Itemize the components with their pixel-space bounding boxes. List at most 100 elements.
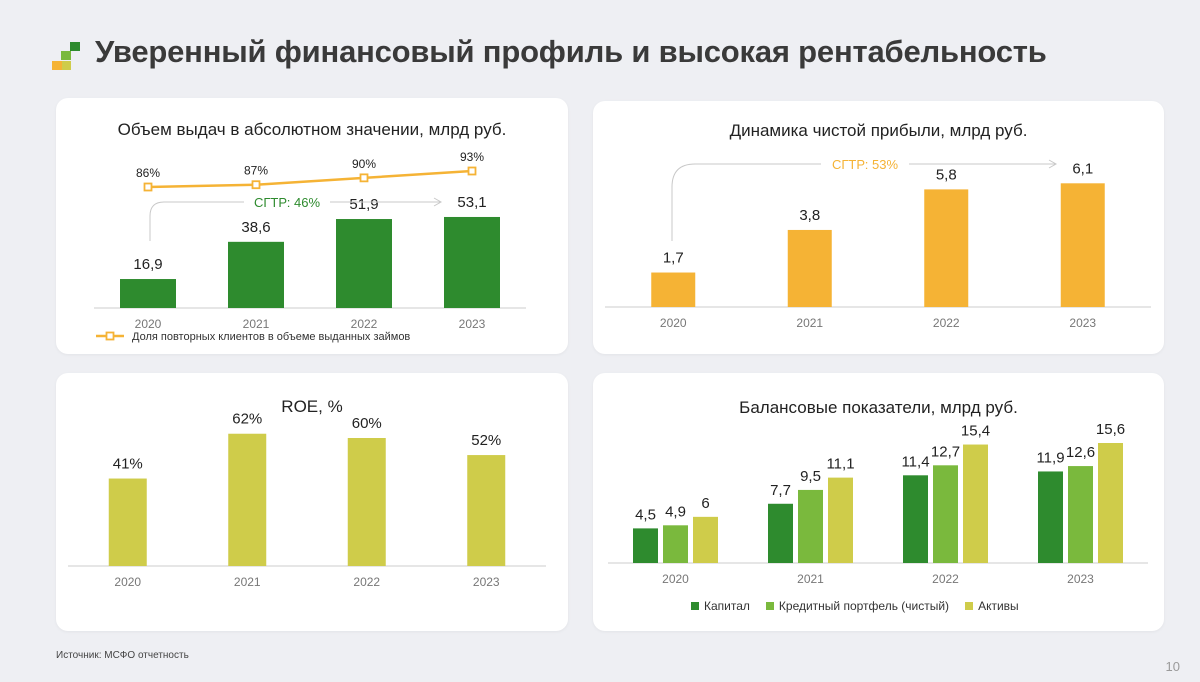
data-label: 38,6 — [241, 219, 270, 236]
bar — [828, 477, 853, 563]
cagr-label-bg — [244, 194, 330, 210]
x-tick-label: 2023 — [473, 575, 500, 589]
bar — [768, 503, 793, 563]
cagr-arrow-line — [149, 201, 440, 241]
page-number: 10 — [1165, 659, 1180, 674]
x-tick-label: 2020 — [660, 316, 687, 330]
data-label: 11,9 — [1036, 449, 1064, 466]
x-tick-label: 2022 — [351, 317, 378, 331]
x-tick-label: 2020 — [662, 572, 689, 586]
bar — [108, 478, 147, 566]
bar — [693, 516, 718, 563]
roe-chart: 2020 41% 2021 62% 2022 60% 2023 52% — [68, 411, 546, 589]
data-label: 12,6 — [1066, 444, 1095, 461]
bar — [663, 525, 688, 563]
cagr-arrow-head — [1048, 159, 1058, 169]
x-tick-label: 2023 — [1069, 316, 1096, 330]
bar — [120, 279, 176, 308]
x-tick-label: 2022 — [933, 316, 960, 330]
legend-label: Доля повторных клиентов в объеме выданны… — [132, 331, 410, 343]
bar — [924, 189, 969, 307]
data-label: 53,1 — [457, 194, 486, 211]
repeat-share-marker — [251, 180, 261, 190]
data-label: 4,5 — [635, 506, 656, 523]
data-label: 16,9 — [133, 256, 162, 273]
x-tick-label: 2023 — [459, 317, 486, 331]
bar — [1098, 443, 1123, 563]
x-tick-label: 2021 — [797, 572, 824, 586]
net-profit-chart: 2020 1,7 2021 3,8 2022 5,8 2023 6,1 СГТР: 53% — [605, 156, 1151, 330]
data-label: 9,5 — [800, 468, 821, 485]
data-label: 15,6 — [1096, 421, 1125, 438]
cagr-label: СГТР: 53% — [832, 157, 898, 172]
page-title: Уверенный финансовый профиль и высокая р… — [95, 34, 1047, 69]
data-label: 1,7 — [663, 250, 684, 267]
company-logo — [52, 42, 80, 70]
cagr-label-bg — [821, 156, 909, 172]
source-note: Источник: МСФО отчетность — [56, 650, 189, 661]
legend-item-assets: Активы — [965, 599, 1019, 613]
bar — [787, 229, 832, 307]
data-label: 6 — [701, 495, 709, 512]
x-tick-label: 2022 — [353, 575, 380, 589]
bar — [933, 465, 958, 563]
x-tick-label: 2020 — [114, 575, 141, 589]
repeat-share-line — [147, 169, 473, 189]
repeat-share-label: 86% — [136, 166, 160, 180]
data-label: 5,8 — [936, 166, 957, 183]
x-tick-label: 2021 — [243, 317, 270, 331]
roe-chart-title: ROE, % — [281, 397, 343, 416]
data-label: 60% — [352, 415, 382, 432]
data-label: 4,9 — [665, 503, 686, 520]
x-tick-label: 2022 — [932, 572, 959, 586]
net-profit-chart-title: Динамика чистой прибыли, млрд руб. — [729, 121, 1028, 140]
data-label: 11,1 — [826, 456, 854, 473]
balance-legend: Капитал Кредитный портфель (чистый) Акти… — [691, 599, 1035, 613]
cagr-arrow-line — [671, 163, 1055, 241]
bar — [347, 438, 386, 566]
issuance-chart-card: Объем выдач в абсолютном значении, млрд … — [56, 98, 568, 354]
repeat-share-marker — [143, 182, 153, 192]
bar — [963, 444, 988, 563]
cagr-label: СГТР: 46% — [254, 195, 320, 210]
bar — [651, 272, 696, 307]
cagr-arrow-head — [433, 197, 443, 207]
bar — [1038, 471, 1063, 563]
bar — [903, 475, 928, 563]
repeat-share-label: 93% — [460, 150, 484, 164]
data-label: 62% — [232, 411, 262, 428]
bar — [336, 219, 392, 308]
x-tick-label: 2021 — [796, 316, 823, 330]
data-label: 41% — [113, 456, 143, 473]
data-label: 11,4 — [901, 453, 929, 470]
repeat-share-marker — [359, 173, 369, 183]
balance-chart-title: Балансовые показатели, млрд руб. — [739, 398, 1018, 417]
x-tick-label: 2021 — [234, 575, 261, 589]
data-label: 3,8 — [799, 207, 820, 224]
legend-item-capital: Капитал — [691, 599, 750, 613]
bar — [444, 216, 500, 308]
legend-marker-swatch — [105, 331, 115, 341]
data-label: 15,4 — [961, 423, 990, 440]
legend-label: Кредитный портфель (чистый) — [778, 599, 950, 613]
legend-item-loan-portfolio: Кредитный портфель (чистый) — [765, 599, 950, 613]
issuance-chart: 2020 16,9 2021 38,6 2022 51,9 2023 53,1 СГТР: 46… — [94, 150, 526, 343]
data-label: 12,7 — [931, 443, 960, 460]
repeat-share-label: 87% — [244, 164, 268, 178]
bar — [228, 433, 267, 566]
data-label: 52% — [471, 432, 501, 449]
bar — [467, 455, 506, 566]
repeat-share-label: 90% — [352, 157, 376, 171]
data-label: 51,9 — [349, 196, 378, 213]
data-label: 7,7 — [770, 482, 791, 499]
x-tick-label: 2023 — [1067, 572, 1094, 586]
data-label: 6,1 — [1072, 160, 1093, 177]
legend-label: Капитал — [704, 599, 750, 613]
bar — [633, 528, 658, 563]
roe-chart-card: ROE, % 2020 41% 2021 62% 2022 60% 2023 52% — [56, 373, 568, 631]
net-profit-chart-card: Динамика чистой прибыли, млрд руб. 2020 1… — [593, 101, 1164, 354]
legend-label: Активы — [978, 599, 1019, 613]
balance-chart-card: Балансовые показатели, млрд руб. 2020 4,5… — [593, 373, 1164, 631]
bar — [1068, 466, 1093, 563]
